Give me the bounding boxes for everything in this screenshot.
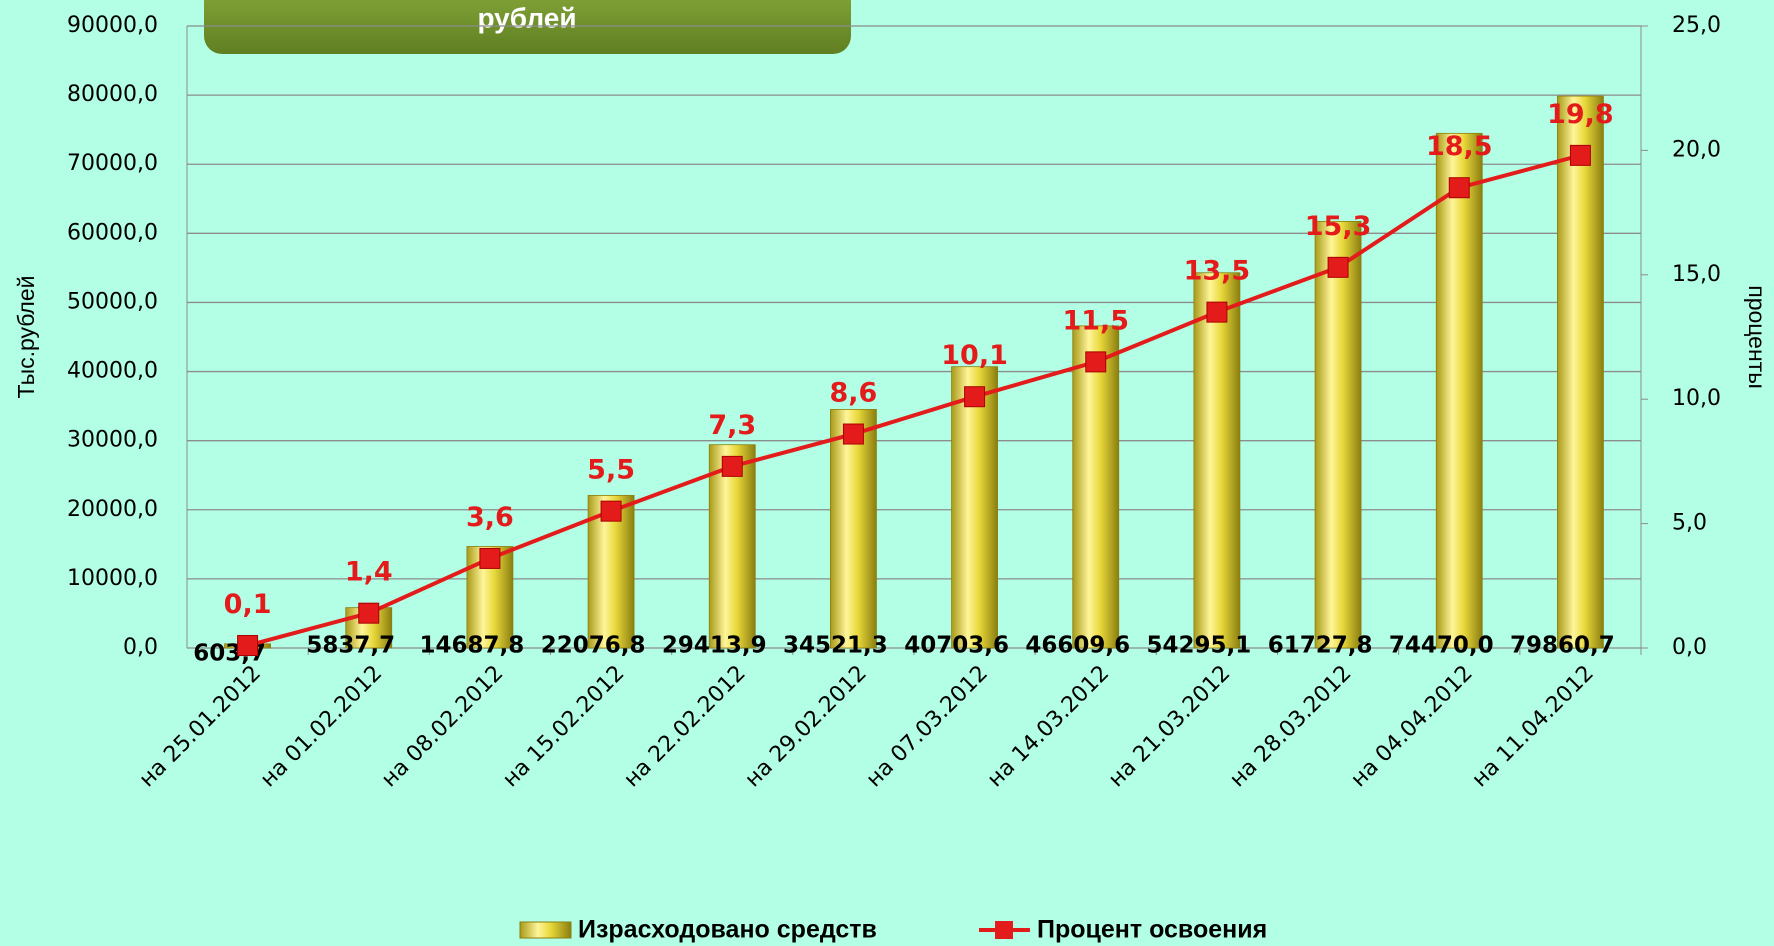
x-tick-label: на 25.01.2012 <box>135 661 266 792</box>
point-value-label: 15,3 <box>1305 211 1372 242</box>
x-tick-label: на 22.02.2012 <box>619 661 750 792</box>
y-tick-label: 40000,0 <box>67 359 158 384</box>
bar-value-label: 46609,6 <box>1025 633 1130 659</box>
point <box>479 547 501 569</box>
y-axis-label: Тыс.рублей <box>13 276 39 399</box>
bar <box>1435 132 1483 649</box>
y-tick-label: 90000,0 <box>67 13 158 38</box>
point <box>358 602 380 624</box>
point-value-label: 11,5 <box>1062 305 1129 336</box>
bar <box>1314 220 1362 649</box>
point <box>721 455 743 477</box>
point <box>1327 256 1349 278</box>
bar <box>708 444 756 649</box>
y2-tick-label: 20,0 <box>1672 137 1721 162</box>
point-value-label: 8,6 <box>829 378 877 409</box>
bar-value-label: 79860,7 <box>1510 633 1615 659</box>
x-tick-label: на 14.03.2012 <box>983 661 1114 792</box>
point-value-label: 7,3 <box>708 410 756 441</box>
point-value-label: 1,4 <box>345 557 393 588</box>
line <box>247 153 1581 648</box>
point-value-label: 3,6 <box>466 502 514 533</box>
y2-tick-label: 0,0 <box>1672 635 1707 660</box>
bar-value-label: 40703,6 <box>904 633 1009 659</box>
y2-axis-label: проценты <box>1744 285 1770 389</box>
x-tick-label: на 08.02.2012 <box>377 661 508 792</box>
y-tick-label: 80000,0 <box>67 82 158 107</box>
legend-label: Процент освоения <box>1037 916 1267 944</box>
x-tick-label: на 01.02.2012 <box>256 661 387 792</box>
bar-value-label: 22076,8 <box>541 633 646 659</box>
bar-value-label: 5837,7 <box>306 633 395 659</box>
y2-tick-label: 25,0 <box>1672 13 1721 38</box>
point <box>842 423 864 445</box>
x-tick-label: на 07.03.2012 <box>862 661 993 792</box>
point-value-label: 0,1 <box>224 589 272 620</box>
point <box>1085 351 1107 373</box>
point-value-label: 5,5 <box>587 455 635 486</box>
point-value-label: 19,8 <box>1547 99 1614 130</box>
bar-value-label: 29413,9 <box>662 633 767 659</box>
y-tick-label: 70000,0 <box>67 151 158 176</box>
x-tick-label: на 28.03.2012 <box>1225 661 1356 792</box>
y-tick-label: 20000,0 <box>67 497 158 522</box>
point <box>1569 144 1591 166</box>
bar <box>1557 95 1604 649</box>
bar <box>1193 272 1241 649</box>
bar <box>830 409 877 649</box>
y2-tick-label: 5,0 <box>1672 511 1707 536</box>
x-tick-label: на 15.02.2012 <box>498 661 629 792</box>
x-tick-label: на 29.02.2012 <box>741 661 872 792</box>
y-tick-label: 30000,0 <box>67 428 158 453</box>
y2-tick-label: 15,0 <box>1672 262 1721 287</box>
chart-title: рублей <box>477 2 576 33</box>
point <box>600 500 622 522</box>
x-tick-label: на 04.04.2012 <box>1346 661 1477 792</box>
legend-swatch <box>519 921 572 939</box>
y-tick-label: 60000,0 <box>67 220 158 245</box>
x-tick-label: на 21.03.2012 <box>1104 661 1235 792</box>
y-tick-label: 50000,0 <box>67 289 158 314</box>
bar <box>1072 325 1120 649</box>
point <box>964 386 986 408</box>
point <box>1206 301 1228 323</box>
point <box>1448 177 1470 199</box>
bar <box>951 366 998 649</box>
point-value-label: 18,5 <box>1426 131 1493 162</box>
point <box>237 635 259 657</box>
bar-value-label: 74470,0 <box>1389 633 1494 659</box>
bar-value-label: 61727,8 <box>1268 633 1373 659</box>
bar-value-label: 14687,8 <box>420 633 525 659</box>
legend-label: Израсходовано средств <box>578 916 877 944</box>
title-banner <box>204 0 851 54</box>
y2-tick-label: 10,0 <box>1672 386 1721 411</box>
x-tick-label: на 11.04.2012 <box>1468 661 1599 792</box>
y-tick-label: 10000,0 <box>67 566 158 591</box>
bar-value-label: 54295,1 <box>1147 633 1252 659</box>
legend-swatch <box>995 921 1013 939</box>
point-value-label: 10,1 <box>941 340 1008 371</box>
point-value-label: 13,5 <box>1184 256 1251 287</box>
y-tick-label: 0,0 <box>123 635 158 660</box>
bar-value-label: 34521,3 <box>783 633 888 659</box>
